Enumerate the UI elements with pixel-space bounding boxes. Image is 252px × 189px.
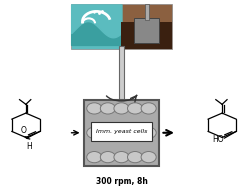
- Bar: [144, 4, 148, 20]
- Bar: [83, 100, 159, 166]
- Circle shape: [113, 152, 129, 163]
- Circle shape: [127, 152, 142, 163]
- Circle shape: [127, 103, 142, 114]
- Circle shape: [86, 152, 102, 163]
- Circle shape: [141, 103, 155, 114]
- Circle shape: [86, 103, 102, 114]
- Bar: [121, 22, 171, 49]
- Text: Imm. yeast cells: Imm. yeast cells: [96, 129, 147, 134]
- Text: O: O: [21, 126, 26, 135]
- Text: 300 rpm, 8h: 300 rpm, 8h: [95, 177, 147, 186]
- Circle shape: [86, 127, 102, 138]
- Circle shape: [141, 152, 155, 163]
- Bar: [71, 4, 121, 49]
- Circle shape: [127, 127, 142, 138]
- Circle shape: [100, 152, 115, 163]
- Text: H: H: [26, 142, 32, 151]
- Bar: [118, 46, 124, 100]
- Bar: [134, 18, 159, 43]
- Bar: [91, 122, 151, 141]
- Circle shape: [113, 103, 129, 114]
- Circle shape: [141, 127, 155, 138]
- Circle shape: [113, 127, 129, 138]
- Text: HO: HO: [211, 135, 223, 144]
- Circle shape: [100, 127, 115, 138]
- Bar: [121, 4, 171, 49]
- Circle shape: [100, 103, 115, 114]
